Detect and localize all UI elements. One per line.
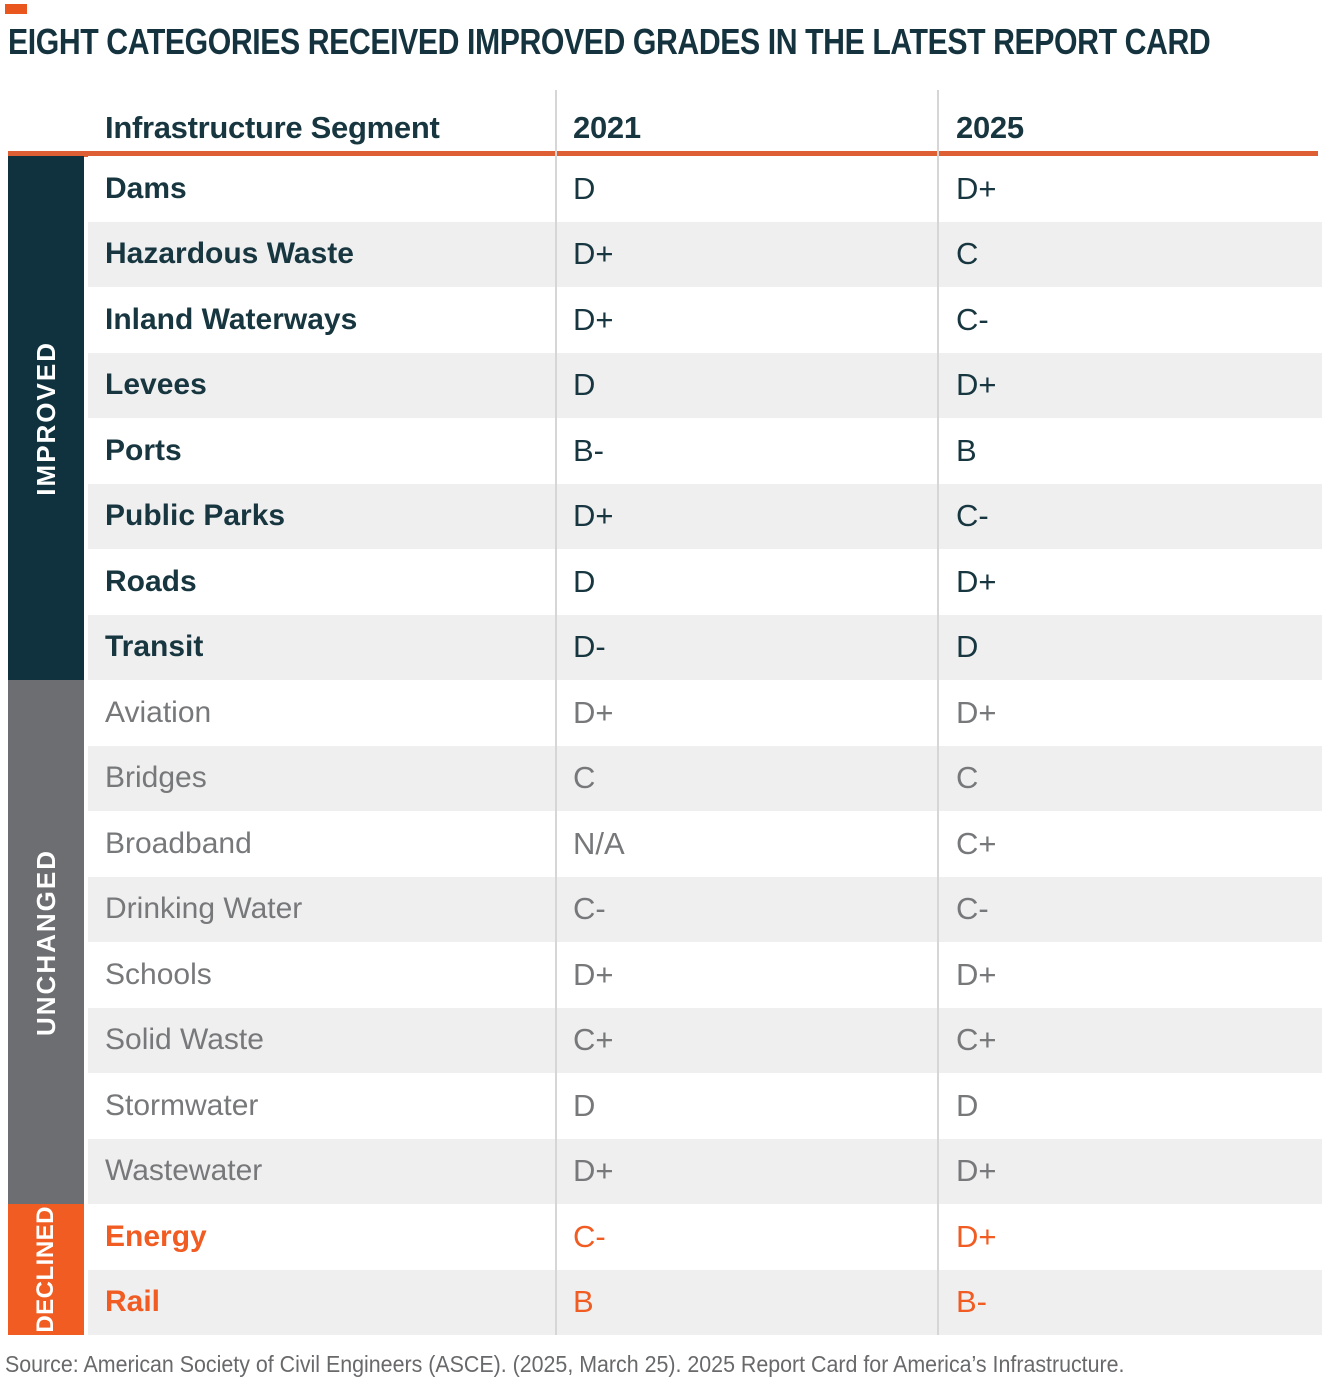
segment-name: Aviation — [105, 695, 212, 729]
grade-2021: D+ — [573, 236, 614, 272]
table-row: Hazardous Waste D+ C — [88, 221, 1322, 287]
segment-name: Solid Waste — [105, 1023, 264, 1057]
segment-name: Inland Waterways — [105, 302, 358, 336]
table-row: Bridges C C — [88, 745, 1322, 811]
grade-2025: C — [956, 760, 979, 796]
grade-2025: C- — [956, 498, 989, 534]
grade-2021: B- — [573, 432, 604, 468]
grade-2025: D+ — [956, 170, 997, 206]
segment-name: Hazardous Waste — [105, 237, 354, 271]
grade-2025: B — [956, 432, 977, 468]
table-row: Energy C- D+ — [88, 1204, 1322, 1270]
table-row: Solid Waste C+ C+ — [88, 1007, 1322, 1073]
table-row: Aviation D+ D+ — [88, 680, 1322, 746]
column-divider-2025 — [937, 90, 939, 1335]
section-sidebar-unchanged: UNCHANGED — [8, 680, 84, 1204]
column-header-segment: Infrastructure Segment — [105, 110, 440, 145]
grade-2021: D+ — [573, 1153, 614, 1189]
segment-name: Energy — [105, 1219, 207, 1253]
grade-2025: C- — [956, 301, 989, 337]
grade-2021: C+ — [573, 1022, 614, 1058]
grade-2025: D — [956, 629, 979, 665]
grade-2025: C+ — [956, 1022, 997, 1058]
grade-2021: C- — [573, 1218, 606, 1254]
grade-2021: D — [573, 367, 596, 403]
grade-2025: D+ — [956, 367, 997, 403]
segment-name: Dams — [105, 171, 187, 205]
table-row: Dams D D+ — [88, 156, 1322, 222]
table-row: Drinking Water C- C- — [88, 876, 1322, 942]
segment-name: Transit — [105, 630, 204, 664]
table-row: Stormwater D D — [88, 1073, 1322, 1139]
table-row: Ports B- B — [88, 418, 1322, 484]
grade-2025: C — [956, 236, 979, 272]
grade-2025: D+ — [956, 563, 997, 599]
table-row: Levees D D+ — [88, 352, 1322, 418]
table-row: Public Parks D+ C- — [88, 483, 1322, 549]
page-title: EIGHT CATEGORIES RECEIVED IMPROVED GRADE… — [8, 21, 1211, 62]
column-header-2025: 2025 — [956, 110, 1024, 145]
table-row: Schools D+ D+ — [88, 942, 1322, 1008]
grade-2025: C- — [956, 891, 989, 927]
grades-table: IMPROVED UNCHANGED DECLINED Dams D D+ Hazardou… — [0, 156, 1322, 1335]
header-rule — [8, 151, 1318, 157]
segment-name: Drinking Water — [105, 892, 303, 926]
segment-name: Schools — [105, 957, 212, 991]
grade-2021: D+ — [573, 694, 614, 730]
grade-2021: N/A — [573, 825, 625, 861]
section-sidebar-improved: IMPROVED — [8, 156, 84, 680]
grade-2021: D — [573, 1087, 596, 1123]
grade-2025: D+ — [956, 1218, 997, 1254]
grade-2021: C — [573, 760, 596, 796]
table-row: Transit D- D — [88, 614, 1322, 680]
segment-name: Roads — [105, 564, 197, 598]
brand-mark — [5, 4, 27, 14]
table-row: Wastewater D+ D+ — [88, 1138, 1322, 1204]
table-row: Inland Waterways D+ C- — [88, 287, 1322, 353]
section-sidebar-declined: DECLINED — [8, 1204, 84, 1335]
grade-2025: D — [956, 1087, 979, 1123]
grade-2021: D+ — [573, 301, 614, 337]
table-rows: Dams D D+ Hazardous Waste D+ C Inland Waterway… — [88, 156, 1322, 1335]
grade-2025: C+ — [956, 825, 997, 861]
grade-2021: D — [573, 170, 596, 206]
grade-2021: D — [573, 563, 596, 599]
grade-2021: B — [573, 1284, 594, 1320]
table-row: Broadband N/A C+ — [88, 811, 1322, 877]
grade-2021: C- — [573, 891, 606, 927]
table-row: Rail B B- — [88, 1269, 1322, 1335]
grade-2021: D- — [573, 629, 606, 665]
segment-name: Public Parks — [105, 499, 286, 533]
source-note: Source: American Society of Civil Engine… — [5, 1351, 1125, 1377]
section-label-unchanged: UNCHANGED — [30, 848, 61, 1036]
grade-2021: D+ — [573, 956, 614, 992]
segment-name: Broadband — [105, 826, 252, 860]
column-header-2021: 2021 — [573, 110, 641, 145]
segment-name: Rail — [105, 1285, 161, 1319]
table-row: Roads D D+ — [88, 549, 1322, 615]
segment-name: Levees — [105, 368, 207, 402]
section-label-declined: DECLINED — [32, 1206, 59, 1333]
column-divider-2021 — [555, 90, 557, 1335]
segment-name: Wastewater — [105, 1154, 263, 1188]
grade-2025: D+ — [956, 1153, 997, 1189]
segment-name: Stormwater — [105, 1088, 259, 1122]
segment-name: Ports — [105, 433, 182, 467]
segment-name: Bridges — [105, 761, 207, 795]
section-label-improved: IMPROVED — [30, 340, 61, 496]
grade-2025: D+ — [956, 694, 997, 730]
grade-2025: B- — [956, 1284, 987, 1320]
grade-2021: D+ — [573, 498, 614, 534]
grade-2025: D+ — [956, 956, 997, 992]
